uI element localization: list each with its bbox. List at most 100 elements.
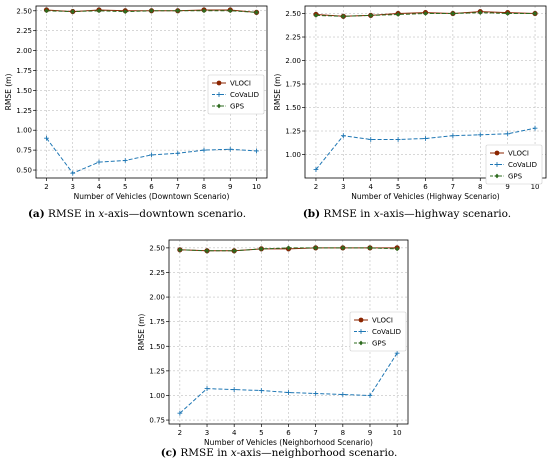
series-gps [44,8,259,15]
data-point [44,135,49,141]
caption-text: -axis—neighborhood scenario. [237,447,398,459]
data-point [367,393,373,398]
x-tick-label: 7 [451,183,455,191]
legend-entry: VLOCI [508,150,529,158]
x-tick-label: 4 [97,183,102,191]
chart-panel-a: 2 3 4 5 6 7 8 9 10 0.50 0.75 1.00 1.25 1.50 1.75 2.00 2.… [4,5,268,220]
caption-variable: x [374,208,380,220]
x-tick-label: 10 [393,429,402,437]
legend-entry: VLOCI [230,80,251,88]
data-point [175,150,181,156]
data-point [286,245,291,251]
x-tick-label: 7 [313,429,317,437]
y-tick-label: 1.00 [149,392,165,400]
data-point [149,8,154,14]
y-axis-label: RMSE (m) [4,74,13,111]
data-point [341,13,346,19]
data-point [532,125,538,131]
x-tick-label: 9 [368,429,372,437]
data-point [96,159,102,165]
y-tick-label: 1.00 [285,151,301,159]
x-tick-label: 5 [396,183,400,191]
data-point [313,391,319,396]
caption-text: -axis—highway scenario. [380,208,511,220]
data-point [313,167,319,172]
data-point [44,8,49,14]
figure-caption: (c) RMSE in x-axis—neighborhood scenario… [161,447,398,459]
x-tick-label: 8 [478,183,482,191]
data-point [201,8,207,14]
y-tick-label: 1.75 [149,318,165,326]
data-point [228,8,233,14]
series-line-covalid [315,127,536,170]
y-axis-label: RMSE (m) [137,314,146,351]
caption-variable: x [98,208,104,220]
caption-text: RMSE in [177,447,231,459]
x-tick-label: 6 [423,183,428,191]
data-point [423,136,428,141]
y-tick-label: 1.75 [285,81,301,89]
x-axis-label: Number of Vehicles (Downtown Scenario) [74,192,230,201]
data-point [123,9,128,14]
data-point [227,146,233,152]
y-tick-label: 0.50 [16,167,32,175]
legend-swatch-marker [494,173,500,179]
legend: VLOCI CoVaLID GPS [349,311,407,352]
data-point [367,245,373,251]
x-tick-label: 4 [232,429,237,437]
legend-swatch-marker [494,150,500,156]
series-covalid [44,135,259,176]
legend-entry: GPS [372,340,387,348]
x-tick-label: 2 [178,429,182,437]
y-tick-label: 0.75 [149,417,165,425]
series-covalid [177,350,400,416]
x-tick-label: 3 [341,183,345,191]
x-tick-label: 2 [44,183,48,191]
legend-box [349,311,407,352]
caption-text: RMSE in [45,208,99,220]
legend-swatch-marker [358,317,364,323]
x-tick-label: 8 [202,183,206,191]
legend-box [485,144,543,185]
data-point [505,11,510,16]
legend-entry: CoVaLID [230,91,259,99]
data-point [259,246,264,252]
legend-swatch-marker [216,80,222,86]
data-point [477,132,483,138]
y-tick-label: 1.25 [285,128,301,136]
data-point [122,158,128,163]
data-point [505,131,511,137]
legend-swatch-marker [358,340,364,346]
legend-box [207,74,265,115]
x-tick-label: 10 [531,183,540,191]
x-tick-label: 8 [341,429,345,437]
data-point [368,137,374,142]
x-tick-label: 9 [228,183,232,191]
figure-caption: (b) RMSE in x-axis—highway scenario. [303,208,511,220]
y-tick-label: 1.75 [16,67,32,75]
caption-label: (a) [28,208,45,220]
legend-entry: GPS [230,103,245,111]
x-tick-label: 5 [259,429,263,437]
data-point [177,247,182,253]
series-line-covalid [46,137,257,174]
legend-entry: CoVaLID [508,161,537,169]
x-tick-label: 3 [205,429,209,437]
data-point [177,410,183,416]
y-tick-label: 2.00 [16,47,32,55]
series-gps [313,10,538,19]
y-tick-label: 2.50 [16,7,32,15]
y-tick-label: 2.00 [285,57,301,65]
caption-text: -axis—downtown scenario. [104,208,246,220]
legend-entry: VLOCI [372,317,393,325]
legend-swatch-marker [216,92,222,97]
x-tick-label: 5 [123,183,127,191]
y-axis-label: RMSE (m) [273,74,282,111]
data-point [96,8,102,14]
x-tick-label: 2 [314,183,318,191]
series-line-covalid [179,352,398,414]
data-point [394,350,400,356]
caption-text: RMSE in [320,208,374,220]
data-point [286,390,291,395]
data-point [232,248,237,254]
